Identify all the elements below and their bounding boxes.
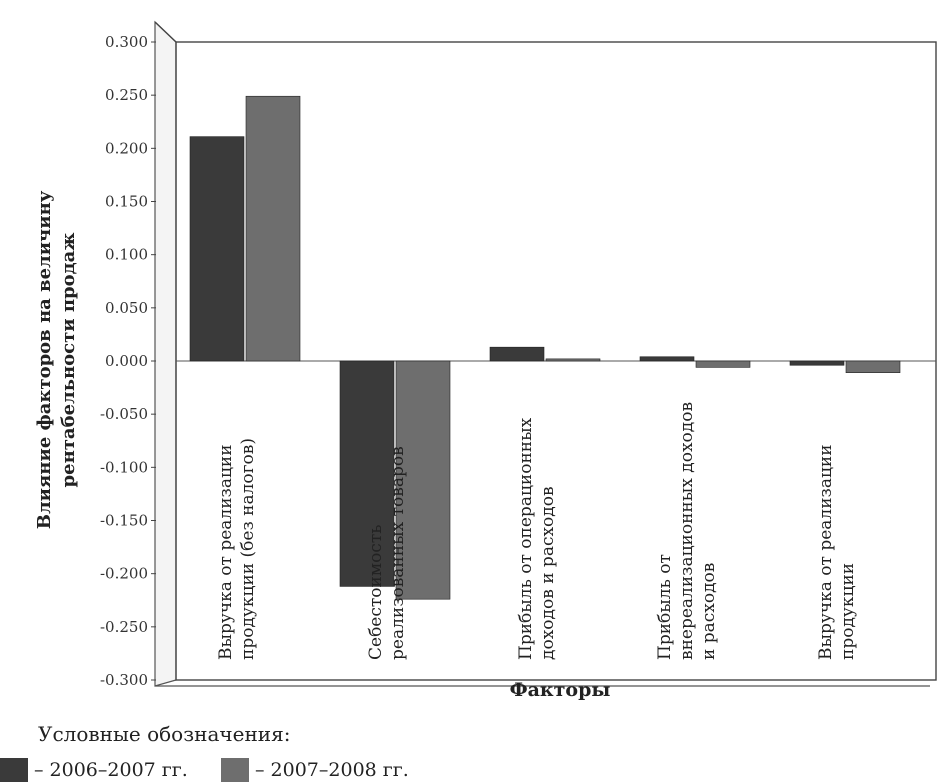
category-label: Выручка от реализации продукции [816, 444, 858, 660]
legend-swatch-2007-2008 [221, 758, 249, 782]
bar-series-0-cat-1 [339, 360, 395, 587]
bar-series-0-cat-2 [489, 346, 545, 362]
y-tick-label: -0.300 [100, 671, 148, 689]
y-tick-label: -0.200 [100, 565, 148, 583]
category-label: Прибыль от внереализационных доходов и рас… [655, 402, 719, 660]
y-tick-label: 0.000 [105, 352, 148, 370]
bar-series-0-cat-4 [789, 360, 845, 366]
y-tick-label: 0.300 [105, 33, 148, 51]
y-tick-label: 0.100 [105, 246, 148, 264]
bar-chart: 0.300 0.250 0.200 0.150 0.100 0.050 0.000 -0.05… [34, 20, 937, 701]
legend: Условные обозначения: – 2006–2007 гг. – … [0, 722, 947, 784]
plot-back-wall-left [154, 21, 177, 43]
y-axis-ticks: 0.300 0.250 0.200 0.150 0.100 0.050 0.000 -0.05… [100, 33, 156, 689]
category-label: Выручка от реализации продукции (без нало… [216, 438, 258, 660]
y-tick-label: -0.150 [100, 512, 148, 530]
legend-swatch-2006-2007 [0, 758, 28, 782]
bar-series-0-cat-3 [639, 356, 695, 362]
plot-floor [154, 20, 177, 687]
legend-label-2006-2007: – 2006–2007 гг. [34, 759, 188, 781]
bars [189, 95, 901, 600]
category-label: Себестоимость реализованных товаров [366, 446, 408, 660]
bar-series-1-cat-1 [395, 360, 451, 600]
bar-series-1-cat-3 [695, 360, 751, 368]
x-axis-label: Факторы [510, 679, 611, 701]
bar-series-1-cat-2 [545, 358, 601, 362]
y-tick-label: 0.150 [105, 193, 148, 211]
category-labels: Выручка от реализации продукции (без нало… [216, 402, 858, 660]
y-tick-label: 0.050 [105, 299, 148, 317]
y-tick-label: 0.250 [105, 86, 148, 104]
bar-series-0-cat-0 [189, 136, 245, 362]
legend-item-2006-2007: – 2006–2007 гг. [0, 758, 188, 782]
y-axis-label: Влияние факторов на величину рентабельнос… [34, 190, 79, 529]
bar-series-1-cat-0 [245, 95, 301, 362]
legend-item-2007-2008: – 2007–2008 гг. [221, 758, 409, 782]
y-tick-label: -0.250 [100, 618, 148, 636]
category-label: Прибыль от операционных доходов и расходо… [516, 417, 558, 660]
y-tick-label: -0.100 [100, 458, 148, 476]
legend-label-2007-2008: – 2007–2008 гг. [255, 759, 409, 781]
bar-series-1-cat-4 [845, 360, 901, 373]
y-tick-label: -0.050 [100, 405, 148, 423]
y-tick-label: 0.200 [105, 139, 148, 157]
legend-title: Условные обозначения: [38, 722, 291, 746]
